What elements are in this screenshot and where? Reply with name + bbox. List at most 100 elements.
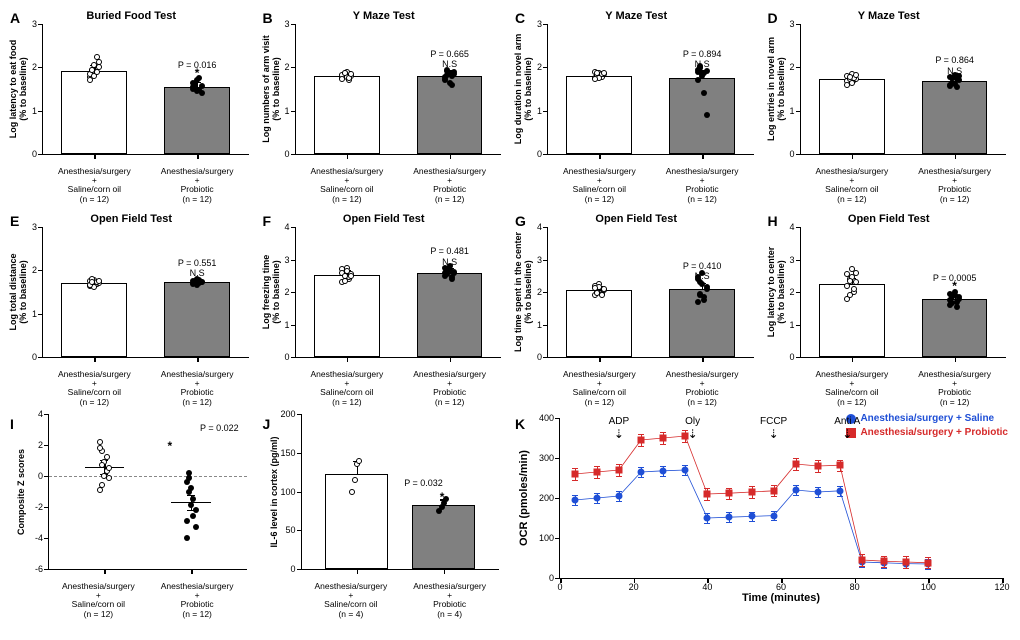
x-axis-label: Anesthesia/surgery+Saline/corn oil(n = 1… [296, 167, 399, 204]
data-point [342, 273, 348, 279]
data-point [695, 77, 701, 83]
series-marker [615, 493, 622, 500]
bar-probiotic [417, 76, 483, 154]
y-axis-label: Log latency to eat food(% to baseline) [9, 19, 29, 159]
chart-title: Buried Food Test [8, 10, 255, 22]
series-marker [748, 513, 755, 520]
series-marker [704, 491, 711, 498]
series-marker [836, 487, 843, 494]
chart-title: Y Maze Test [766, 10, 1013, 22]
series-marker [593, 469, 600, 476]
data-point [704, 112, 710, 118]
data-point [949, 75, 955, 81]
p-value: P = 0.665 [398, 49, 501, 59]
bar-saline [61, 71, 127, 154]
bar-chart: 0123Log entries in novel arm(% to baseli… [800, 24, 1007, 155]
bar-probiotic [164, 87, 230, 154]
data-point [339, 76, 345, 82]
data-point [695, 299, 701, 305]
bar-chart: 0123Log duration in novel arm(% to basel… [547, 24, 754, 155]
panel-B: BY Maze Test0123Log numbers of arm visit… [261, 8, 508, 205]
significance-marker: N.S [903, 66, 1006, 76]
data-point [96, 64, 102, 70]
x-axis-label: Anesthesia/surgery+Saline/corn oil(n = 1… [296, 370, 399, 407]
data-point [348, 71, 354, 77]
significance-marker: * [903, 279, 1006, 293]
p-value: P = 0.864 [903, 55, 1006, 65]
series-marker [615, 467, 622, 474]
x-axis-label: Anesthesia/surgery+Probiotic(n = 12) [398, 370, 501, 407]
chart-title: Open Field Test [261, 213, 508, 225]
chart-title: Open Field Test [8, 213, 255, 225]
x-axis-label: Anesthesia/surgery+Probiotic(n = 12) [903, 370, 1006, 407]
x-axis-label: Anesthesia/surgery+Saline/corn oil(n = 1… [43, 167, 146, 204]
series-marker [814, 463, 821, 470]
series-marker [571, 471, 578, 478]
data-point [192, 279, 198, 285]
series-marker [660, 435, 667, 442]
bar-chart: 0123Log numbers of arm visit(% to baseli… [295, 24, 502, 155]
data-point [451, 269, 457, 275]
chart-title: Y Maze Test [261, 10, 508, 22]
significance-marker: * [146, 66, 249, 80]
series-marker [726, 514, 733, 521]
data-point [701, 297, 707, 303]
data-point [853, 279, 859, 285]
series-marker [660, 467, 667, 474]
series-marker [792, 487, 799, 494]
significance-marker: N.S [651, 59, 754, 69]
data-point [199, 83, 205, 89]
data-point [844, 82, 850, 88]
x-axis-label: Anesthesia/surgery+Saline/corn oil(n = 1… [801, 167, 904, 204]
bar-chart: 01234Log freezing time(% to baseline)Ane… [295, 227, 502, 358]
y-axis-label: Log latency to center(% to baseline) [767, 222, 787, 362]
bar-chart: 01234Log latency to center(% to baseline… [800, 227, 1007, 358]
data-point [594, 290, 600, 296]
bar-saline [566, 290, 632, 357]
series-marker [638, 469, 645, 476]
series-marker [770, 487, 777, 494]
significance-marker: N.S [398, 59, 501, 69]
data-point [451, 69, 457, 75]
data-point [348, 273, 354, 279]
chart-title: Y Maze Test [513, 10, 760, 22]
data-point [592, 76, 598, 82]
series-marker [748, 489, 755, 496]
bar-saline [819, 79, 885, 154]
line-chart: 0100200300400020406080100120OCR (pmoles/… [559, 418, 1002, 579]
x-axis-label: Anesthesia/surgery+Probiotic(n = 12) [651, 370, 754, 407]
data-point [601, 70, 607, 76]
bar-saline [566, 76, 632, 154]
data-point [956, 294, 962, 300]
data-point [697, 291, 703, 297]
series-marker [682, 433, 689, 440]
x-axis-label: Anesthesia/surgery+Saline/corn oil(n = 1… [548, 370, 651, 407]
series-marker [704, 515, 711, 522]
data-point [449, 276, 455, 282]
series-marker [903, 559, 910, 566]
data-point [87, 77, 93, 83]
x-axis-label: Anesthesia/surgery+Saline/corn oil(n = 1… [43, 370, 146, 407]
series-marker [571, 497, 578, 504]
chart-title: Open Field Test [513, 213, 760, 225]
data-point [853, 270, 859, 276]
chart-title: Open Field Test [766, 213, 1013, 225]
y-axis-label: Log entries in novel arm(% to baseline) [767, 19, 787, 159]
p-value: P = 0.481 [398, 246, 501, 256]
x-axis-label: Anesthesia/surgery+Probiotic(n = 12) [146, 370, 249, 407]
data-point [704, 284, 710, 290]
series-marker [682, 467, 689, 474]
bar-chart: 0123Log total distance(% to baseline)Ane… [42, 227, 249, 358]
panel-G: GOpen Field Test01234Log time spent in t… [513, 211, 760, 408]
x-axis-label: Anesthesia/surgery+Probiotic(n = 12) [903, 167, 1006, 204]
data-point [847, 292, 853, 298]
bar-saline [314, 76, 380, 154]
bar-chart: 01234Log time spent in the center(% to b… [547, 227, 754, 358]
panel-A: ABuried Food Test0123Log latency to eat … [8, 8, 255, 205]
series-marker [814, 489, 821, 496]
x-axis-label: Anesthesia/surgery+Saline/corn oil(n = 1… [548, 167, 651, 204]
data-point [851, 286, 857, 292]
data-point [947, 297, 953, 303]
bar-probiotic [417, 273, 483, 358]
data-point [701, 90, 707, 96]
